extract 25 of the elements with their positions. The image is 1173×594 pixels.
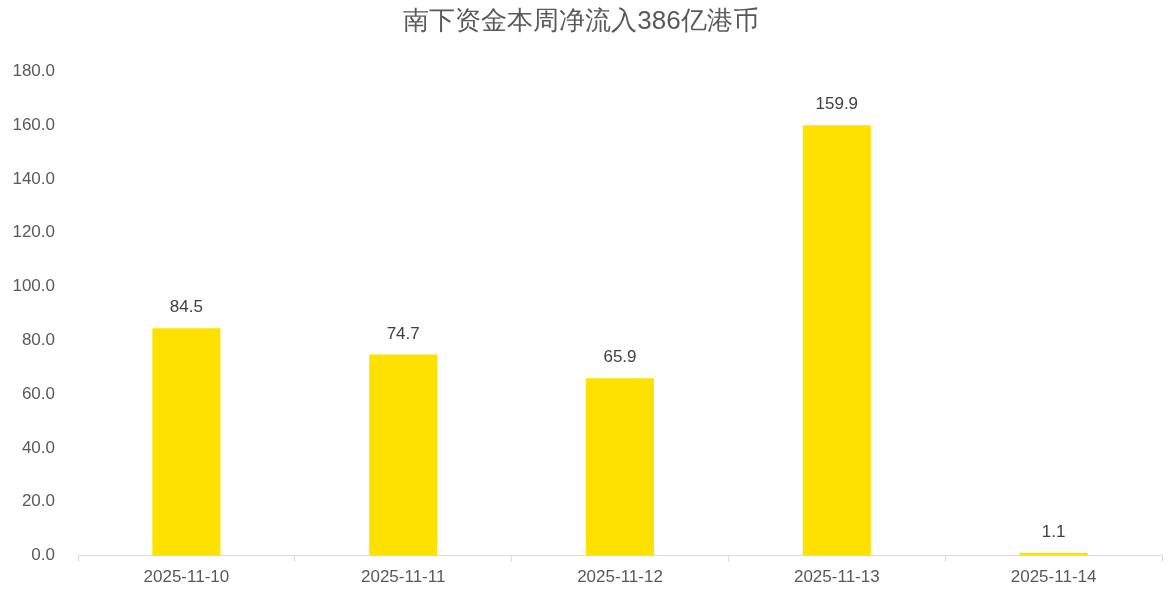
- x-tick-label: 2025-11-11: [360, 567, 446, 587]
- data-label: 74.7: [386, 323, 420, 343]
- y-tick-label: 160.0: [12, 114, 55, 134]
- y-tick-label: 80.0: [21, 330, 55, 349]
- y-tick-label: 20.0: [21, 491, 55, 511]
- x-tick-label: 2025-11-10: [143, 567, 230, 587]
- bar: [585, 378, 655, 556]
- x-tick-label: 2025-11-13: [793, 567, 880, 587]
- data-label: 65.9: [603, 347, 637, 367]
- data-label: 84.5: [169, 297, 203, 317]
- y-tick-label: 180.0: [12, 60, 55, 80]
- bar: [369, 354, 438, 556]
- y-tick-label: 60.0: [21, 383, 55, 403]
- data-label: 159.9: [815, 94, 859, 114]
- y-tick-label: 140.0: [12, 168, 55, 188]
- bar: [152, 328, 221, 556]
- x-tick-label: 2025-11-14: [1010, 567, 1097, 587]
- chart-title: 南下资金本周净流入386亿港币: [403, 4, 759, 35]
- y-tick-label: 120.0: [12, 222, 55, 242]
- y-tick-label: 100.0: [12, 276, 55, 296]
- y-tick-label: 40.0: [21, 437, 55, 457]
- x-tick-label: 2025-11-12: [577, 567, 663, 587]
- bar: [802, 125, 871, 556]
- y-tick-label: 0.0: [31, 545, 55, 565]
- data-label: 1.1: [1041, 521, 1066, 541]
